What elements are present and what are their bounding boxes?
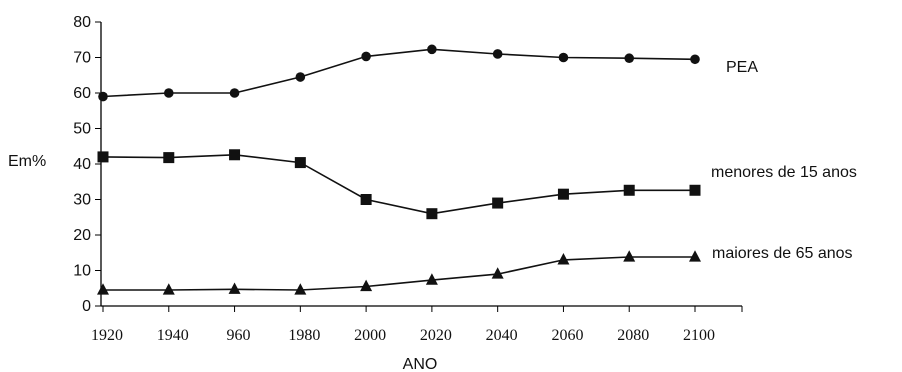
data-point-square [97,151,109,163]
y-tick-label: 20 [73,227,91,244]
y-tick-label: 60 [73,85,91,102]
series-circle: PEA [98,44,758,102]
series-group: PEA menores de 15 anos maiores de 65 anos [97,44,857,295]
data-point-triangle [491,267,504,279]
x-tick-label: 2020 [420,327,452,344]
data-point-triangle [162,283,175,295]
y-tick-label: 10 [73,263,91,280]
x-tick-label: 960 [227,327,251,344]
data-point-circle [98,91,108,102]
data-point-square [557,188,569,200]
y-tick-label: 70 [73,50,91,67]
data-point-circle [295,72,306,82]
data-point-triangle [360,279,373,292]
data-point-circle [558,52,569,63]
x-tick-label: 1940 [157,327,189,344]
data-point-circle [361,51,371,62]
data-point-square [360,194,372,205]
data-point-circle [163,88,174,98]
axes: 0 10 20 30 40 50 60 70 80 1920 1940 960 1980 2000 2020… [73,14,743,344]
data-point-circle [229,88,240,98]
x-tick-label: 2060 [551,327,583,344]
x-tick-label: 2100 [683,327,715,344]
data-point-square [229,149,241,161]
y-tick-label: 80 [73,14,91,31]
data-point-square [623,184,635,196]
series-label: menores de 15 anos [711,164,857,181]
y-tick-label: 50 [73,121,91,138]
data-point-square [689,184,701,196]
series-triangle: maiores de 65 anos [97,245,853,295]
data-point-triangle [97,283,109,295]
x-axis-label: ANO [403,356,438,372]
data-point-triangle [228,282,241,294]
series-line [102,153,695,215]
series-line [102,48,696,98]
series-label: maiores de 65 anos [712,245,853,262]
data-point-triangle [557,253,570,265]
x-tick-label: 2040 [486,327,518,344]
data-point-triangle [294,283,307,295]
x-tick-label: 2080 [617,327,649,344]
x-tick-label: 2000 [354,327,386,344]
data-point-circle [427,44,437,55]
data-point-circle [492,49,503,59]
data-point-square [492,197,504,209]
data-point-triangle [623,250,636,262]
x-tick-label: 1920 [91,327,123,344]
series-line [103,256,695,291]
data-point-square [426,208,438,220]
series-label: PEA [726,59,758,76]
y-tick-label: 40 [73,156,91,173]
data-point-circle [690,54,700,65]
data-point-triangle [689,250,701,262]
y-tick-label: 0 [82,298,91,315]
data-point-circle [624,53,635,64]
data-point-triangle [425,273,438,285]
y-axis-label: Em% [8,153,46,170]
y-tick-label: 30 [73,192,91,209]
data-point-square [294,157,306,169]
data-point-square [163,152,175,164]
x-tick-label: 1980 [288,327,320,344]
series-square: menores de 15 anos [97,149,857,220]
